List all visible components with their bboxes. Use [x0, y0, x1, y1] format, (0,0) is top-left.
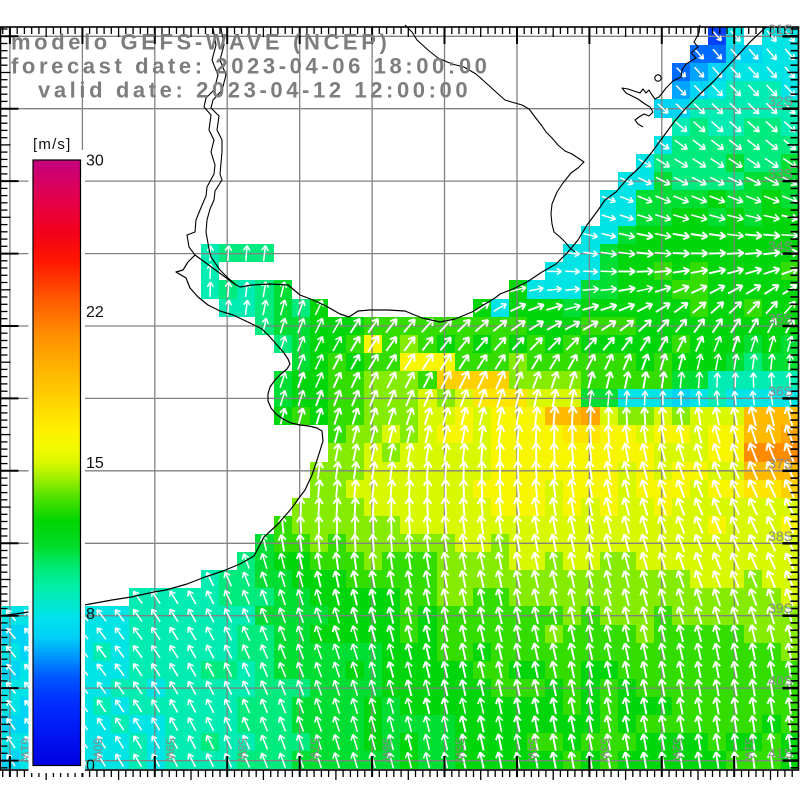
svg-text:33S: 33S [768, 166, 793, 182]
svg-text:56W: 56W [380, 738, 394, 763]
svg-text:38S: 38S [768, 528, 793, 544]
svg-text:22: 22 [86, 304, 104, 321]
svg-text:0: 0 [86, 758, 95, 775]
svg-text:41S: 41S [768, 745, 793, 761]
svg-text:8: 8 [86, 606, 95, 623]
svg-text:40S: 40S [768, 673, 793, 689]
svg-text:54W: 54W [525, 738, 539, 763]
svg-text:55W: 55W [453, 738, 467, 763]
svg-text:34S: 34S [768, 238, 793, 254]
svg-text:forecast date: 2023-04-06 18:0: forecast date: 2023-04-06 18:00:00 [11, 54, 491, 79]
svg-text:37S: 37S [768, 455, 793, 471]
svg-text:30: 30 [86, 153, 104, 170]
svg-text:39S: 39S [768, 600, 793, 616]
svg-text:52W: 52W [670, 738, 684, 763]
svg-text:15: 15 [86, 455, 104, 472]
svg-text:31S: 31S [768, 21, 793, 37]
svg-text:60W: 60W [90, 738, 104, 763]
svg-text:valid date: 2023-04-12 12:00:0: valid date: 2023-04-12 12:00:00 [38, 78, 471, 103]
svg-text:35S: 35S [768, 311, 793, 327]
svg-text:[m/s]: [m/s] [33, 136, 72, 153]
svg-text:36S: 36S [768, 383, 793, 399]
svg-text:modelo GEFS-WAVE (NCEP): modelo GEFS-WAVE (NCEP) [11, 30, 390, 55]
svg-text:51W: 51W [742, 738, 756, 763]
svg-text:59W: 59W [163, 738, 177, 763]
svg-text:61W: 61W [18, 738, 32, 763]
svg-text:58W: 58W [235, 738, 249, 763]
svg-text:57W: 57W [308, 738, 322, 763]
svg-text:53W: 53W [597, 738, 611, 763]
svg-text:32S: 32S [768, 93, 793, 109]
